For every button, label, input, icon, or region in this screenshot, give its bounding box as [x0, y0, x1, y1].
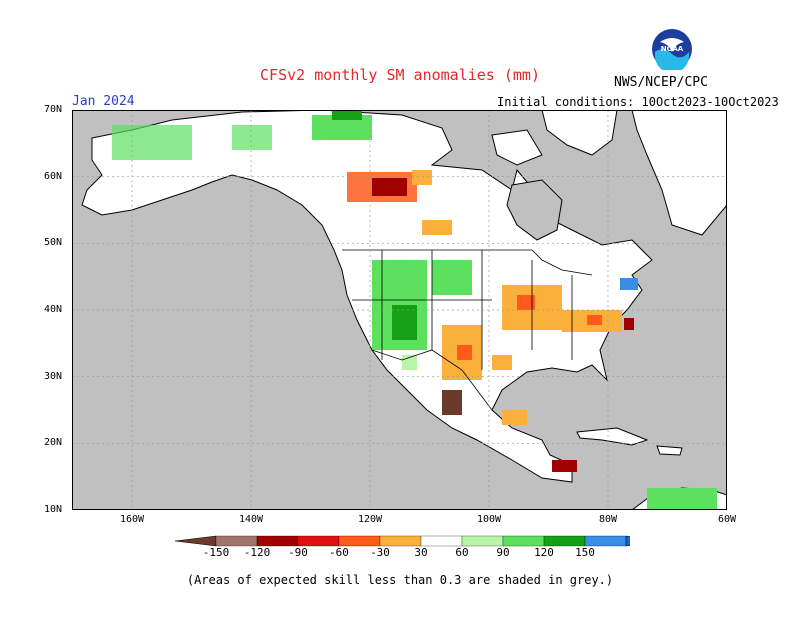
lon-label-140w: 140W [238, 514, 264, 525]
colorbar-label: -60 [329, 546, 349, 559]
noaa-logo: NOAA [652, 29, 692, 70]
colorbar-label: -30 [370, 546, 390, 559]
lon-label-160w: 160W [119, 514, 145, 525]
colorbar-segment [297, 535, 340, 547]
noaa-logo-text: NOAA [661, 45, 684, 53]
anomaly-map [72, 110, 727, 510]
lon-label-80w: 80W [598, 514, 618, 525]
colorbar-segment [338, 535, 381, 547]
colorbar-arrow-right [625, 535, 630, 547]
lat-label-70: 70N [44, 104, 63, 115]
colorbar-label: 90 [496, 546, 510, 559]
org-label: NWS/NCEP/CPC [614, 75, 708, 90]
lat-label-40: 40N [44, 304, 63, 315]
greenland-landmass [631, 110, 727, 236]
colorbar-label: 30 [414, 546, 428, 559]
colorbar-segment [502, 535, 545, 547]
skill-footnote: (Areas of expected skill less than 0.3 a… [186, 573, 614, 587]
colorbar-segment [379, 535, 422, 547]
arctic-islands [491, 110, 618, 166]
map-frame [72, 110, 727, 510]
colorbar-segment [256, 535, 299, 547]
caribbean-islands [576, 427, 683, 456]
graticule [72, 110, 727, 510]
lon-label-60w: 60W [717, 514, 737, 525]
hudson-bay [506, 179, 563, 241]
lat-label-10: 10N [44, 504, 63, 515]
colorbar-arrow-left [174, 535, 217, 547]
colorbar-segment [584, 535, 627, 547]
lat-label-50: 50N [44, 237, 63, 248]
colorbar-segment [543, 535, 586, 547]
colorbar-label: -150 [202, 546, 230, 559]
colorbar-label: 150 [575, 546, 595, 559]
initial-conditions: Initial conditions: 10Oct2023-10Oct2023 [497, 95, 779, 109]
colorbar-segment [461, 535, 504, 547]
lat-label-20: 20N [44, 437, 63, 448]
lon-label-100w: 100W [476, 514, 502, 525]
colorbar-label: -90 [288, 546, 308, 559]
lon-label-120w: 120W [357, 514, 383, 525]
colorbar-segment [215, 535, 258, 547]
colorbar-label: 120 [534, 546, 554, 559]
colorbar-label: -120 [243, 546, 271, 559]
colorbar-segment [420, 535, 463, 547]
colorbar-label: 60 [455, 546, 469, 559]
map-title: CFSv2 monthly SM anomalies (mm) [260, 66, 540, 84]
lat-label-60: 60N [44, 171, 63, 182]
lat-label-30: 30N [44, 371, 63, 382]
forecast-month: Jan 2024 [72, 94, 135, 109]
colorbar [174, 535, 630, 547]
